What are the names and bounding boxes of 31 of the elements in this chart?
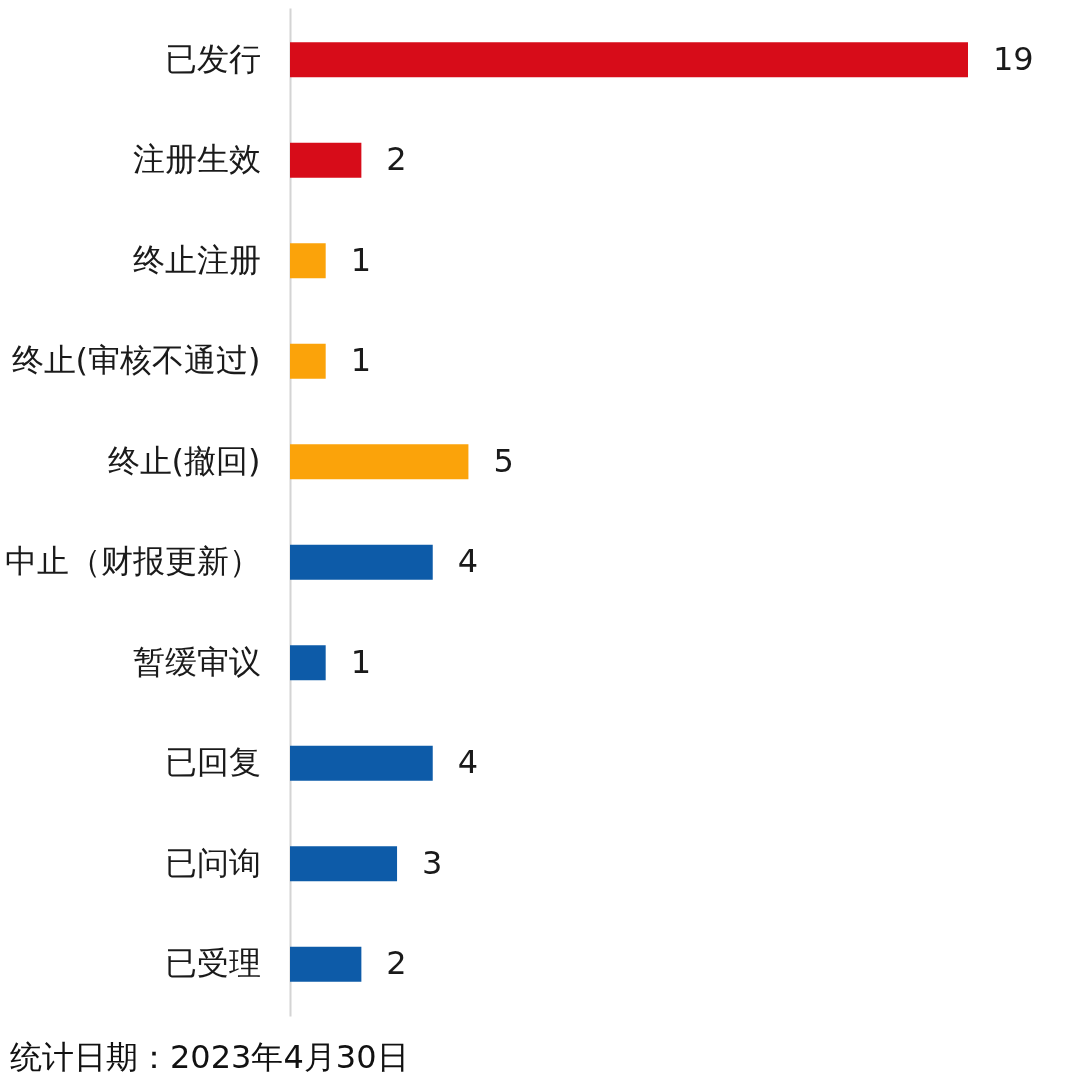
data-label: 4 [457, 542, 479, 581]
data-label: 3 [422, 843, 443, 882]
bar [290, 544, 433, 580]
bar [290, 243, 326, 279]
bar [290, 745, 433, 781]
y-tick-label: 暂缓审议 [132, 642, 261, 681]
data-label: 4 [457, 743, 479, 782]
bar [290, 946, 362, 982]
bar [290, 142, 362, 178]
y-tick-label: 终止(撤回) [107, 441, 261, 480]
bar [290, 42, 968, 78]
y-tick-label: 已受理 [164, 944, 261, 983]
y-tick-label: 注册生效 [132, 140, 261, 179]
data-label: 1 [350, 341, 372, 380]
y-tick-label: 终止(审核不通过) [11, 341, 261, 380]
y-tick-label: 已回复 [164, 743, 261, 782]
data-label: 1 [350, 642, 372, 681]
data-label: 5 [493, 441, 514, 480]
y-tick-label: 已问询 [164, 843, 261, 882]
bar [290, 645, 326, 681]
data-label: 19 [993, 39, 1034, 78]
data-label: 1 [350, 240, 372, 279]
y-tick-label: 已发行 [164, 39, 261, 78]
text: 统计日期：2023年4月30日 [10, 1037, 409, 1078]
bar [290, 846, 398, 882]
bar [290, 444, 469, 480]
data-label: 2 [386, 944, 407, 983]
y-tick-label: 终止注册 [132, 240, 261, 279]
bar [290, 343, 326, 379]
data-label: 2 [386, 140, 407, 179]
y-tick-label: 中止（财报更新） [4, 542, 261, 581]
